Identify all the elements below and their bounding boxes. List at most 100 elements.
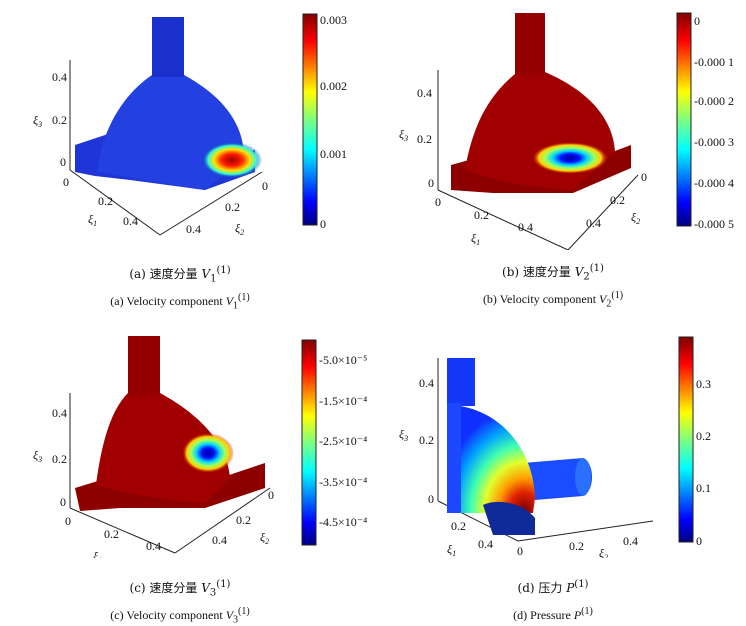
- xi3-tick-0: 0: [428, 492, 434, 506]
- xi2-label: ξ2: [599, 546, 608, 558]
- cb-tick-1: 0.2: [696, 429, 711, 443]
- xi2-axis: [159, 171, 263, 236]
- xi2-tick-0: 0: [641, 170, 647, 184]
- xi3-tick-0: 0: [428, 176, 434, 190]
- xi3-tick-labels: 0.4 0.2 0: [52, 70, 67, 169]
- xi3-tick-0: 0: [60, 155, 66, 169]
- cb-tick-2: 0.1: [696, 481, 711, 495]
- xi2-tick-2: 0.4: [212, 533, 227, 547]
- xi1-axis: [69, 169, 161, 236]
- xi3-tick-0: 0: [60, 495, 66, 509]
- cb-tick-3: 0: [320, 217, 326, 231]
- panel-c-plot: 0.4 0.2 0 ξ3 0 0.2 0.4 ξ1 0.4 0.2 0 ξ2 -…: [33, 336, 367, 565]
- low-value-region: [182, 433, 234, 473]
- caption-cn-d: (d) 压力 P(1): [517, 579, 589, 595]
- cb-tick-1: -1.5×10⁻⁴: [319, 394, 367, 408]
- xi1-label: ξ1: [93, 549, 102, 558]
- panel-a: 0.4 0.2 0 ξ3 0 0.2 0.4 ξ1 0.4 0.2 0 ξ2 0…: [0, 0, 373, 313]
- xi1-tick-1: 0.2: [104, 527, 119, 541]
- xi1-tick-0: 0.2: [451, 519, 466, 533]
- top-arm: [447, 358, 475, 406]
- cb-tick-3: -3.5×10⁻⁴: [319, 475, 367, 489]
- xi2-axis: [517, 520, 654, 542]
- panel-b: 0.4 0.2 0 ξ3 0 0.2 0.4 ξ1 0.4 0.2 0 ξ2 0…: [373, 0, 746, 313]
- caption-cn-a: (a) 速度分量 V1(1): [129, 265, 231, 285]
- xi3-label: ξ3: [399, 127, 408, 143]
- high-value-region: [202, 142, 262, 178]
- xi3-tick-1: 0.2: [52, 452, 67, 466]
- xi2-label: ξ2: [260, 530, 269, 546]
- colorbar: [676, 12, 692, 227]
- cb-tick-1: 0.002: [320, 79, 347, 93]
- caption-en-c: (c) Velocity component V3(1): [110, 606, 250, 626]
- xi2-axis: [567, 174, 639, 251]
- cb-tick-3: -0.000 3: [694, 135, 734, 149]
- xi3-label: ξ3: [399, 427, 408, 443]
- caption-en-a: (a) Velocity component V1(1): [110, 292, 250, 312]
- xi2-label: ξ2: [235, 221, 244, 237]
- colorbar: [301, 339, 317, 546]
- colorbar: [302, 13, 318, 226]
- cb-tick-2: -0.000 2: [694, 94, 734, 108]
- side-arm: [523, 458, 592, 501]
- bottom-arm: [483, 501, 535, 535]
- xi2-tick-1: 0.2: [236, 513, 251, 527]
- section-edge: [447, 403, 461, 513]
- xi1-tick-0: 0: [63, 175, 69, 189]
- cb-tick-1: -0.000 1: [694, 55, 734, 69]
- xi2-tick-1: 0.2: [225, 200, 240, 214]
- xi1-label: ξ1: [471, 231, 480, 247]
- caption-cn-c: (c) 速度分量 V3(1): [129, 579, 231, 599]
- cb-tick-5: -0.000 5: [694, 217, 734, 231]
- xi3-label: ξ3: [33, 113, 42, 129]
- top-arm: [515, 13, 545, 75]
- xi3-tick-2: 0.4: [419, 376, 434, 390]
- colorbar: [678, 336, 694, 543]
- xi1-tick-0: 0: [435, 195, 441, 209]
- xi1-tick-1: 0.4: [478, 537, 493, 551]
- colorbar-ticks: 0 -0.000 1 -0.000 2 -0.000 3 -0.000 4 -0…: [694, 14, 734, 231]
- pressure-section: [447, 405, 535, 513]
- xi1-tick-2: 0.4: [518, 220, 533, 234]
- cb-tick-0: -5.0×10⁻⁵: [319, 353, 367, 367]
- xi1-label: ξ1: [88, 212, 97, 228]
- panel-b-plot: 0.4 0.2 0 ξ3 0 0.2 0.4 ξ1 0.4 0.2 0 ξ2 0…: [399, 12, 734, 251]
- xi3-tick-2: 0.4: [417, 86, 432, 100]
- colorbar-ticks: 0.003 0.002 0.001 0: [320, 13, 347, 231]
- cb-tick-0: 0: [694, 14, 700, 28]
- xi3-tick-2: 0.4: [52, 406, 67, 420]
- xi3-tick-2: 0.4: [52, 70, 67, 84]
- xi3-label: ξ3: [33, 448, 42, 464]
- caption-en-d: (d) Pressure P(1): [513, 606, 593, 622]
- xi3-tick-1: 0.2: [52, 113, 67, 127]
- sphere-surface: [97, 17, 244, 190]
- low-value-region: [532, 142, 608, 174]
- cb-tick-2: 0.001: [320, 147, 347, 161]
- top-arm: [128, 336, 160, 396]
- panel-d-plot: 0.4 0.2 0 ξ3 0.2 0.4 ξ1 0 0.2 0.4 ξ2 0.3…: [399, 336, 711, 562]
- xi2-tick-0: 0: [268, 488, 274, 502]
- xi1-axis: [69, 507, 176, 554]
- xi3-tick-1: 0.2: [417, 132, 432, 146]
- xi1-tick-2: 0.4: [123, 214, 138, 228]
- xi1-tick-2: 0.4: [146, 539, 161, 553]
- xi2-tick-0: 0: [517, 544, 523, 558]
- xi2-tick-1: 0.2: [569, 539, 584, 553]
- panel-c: 0.4 0.2 0 ξ3 0 0.2 0.4 ξ1 0.4 0.2 0 ξ2 -…: [0, 313, 373, 626]
- panel-d: 0.4 0.2 0 ξ3 0.2 0.4 ξ1 0 0.2 0.4 ξ2 0.3…: [373, 313, 746, 626]
- top-arm: [152, 17, 184, 77]
- colorbar-ticks: -5.0×10⁻⁵ -1.5×10⁻⁴ -2.5×10⁻⁴ -3.5×10⁻⁴ …: [319, 353, 367, 529]
- cb-tick-4: -0.000 4: [694, 176, 734, 190]
- cb-tick-3: 0: [696, 534, 702, 548]
- caption-cn-b: (b) 速度分量 V2(1): [502, 263, 604, 283]
- xi1-label: ξ1: [447, 542, 456, 558]
- sphere-surface: [96, 336, 230, 503]
- xi2-tick-1: 0.2: [610, 193, 625, 207]
- colorbar-ticks: 0.3 0.2 0.1 0: [696, 377, 711, 548]
- xi2-tick-2: 0.4: [586, 216, 601, 230]
- cb-tick-0: 0.003: [320, 13, 347, 27]
- xi3-tick-1: 0.2: [419, 433, 434, 447]
- xi2-tick-0: 0: [262, 179, 268, 193]
- xi2-tick-2: 0.4: [623, 534, 638, 548]
- xi2-axis: [174, 487, 271, 554]
